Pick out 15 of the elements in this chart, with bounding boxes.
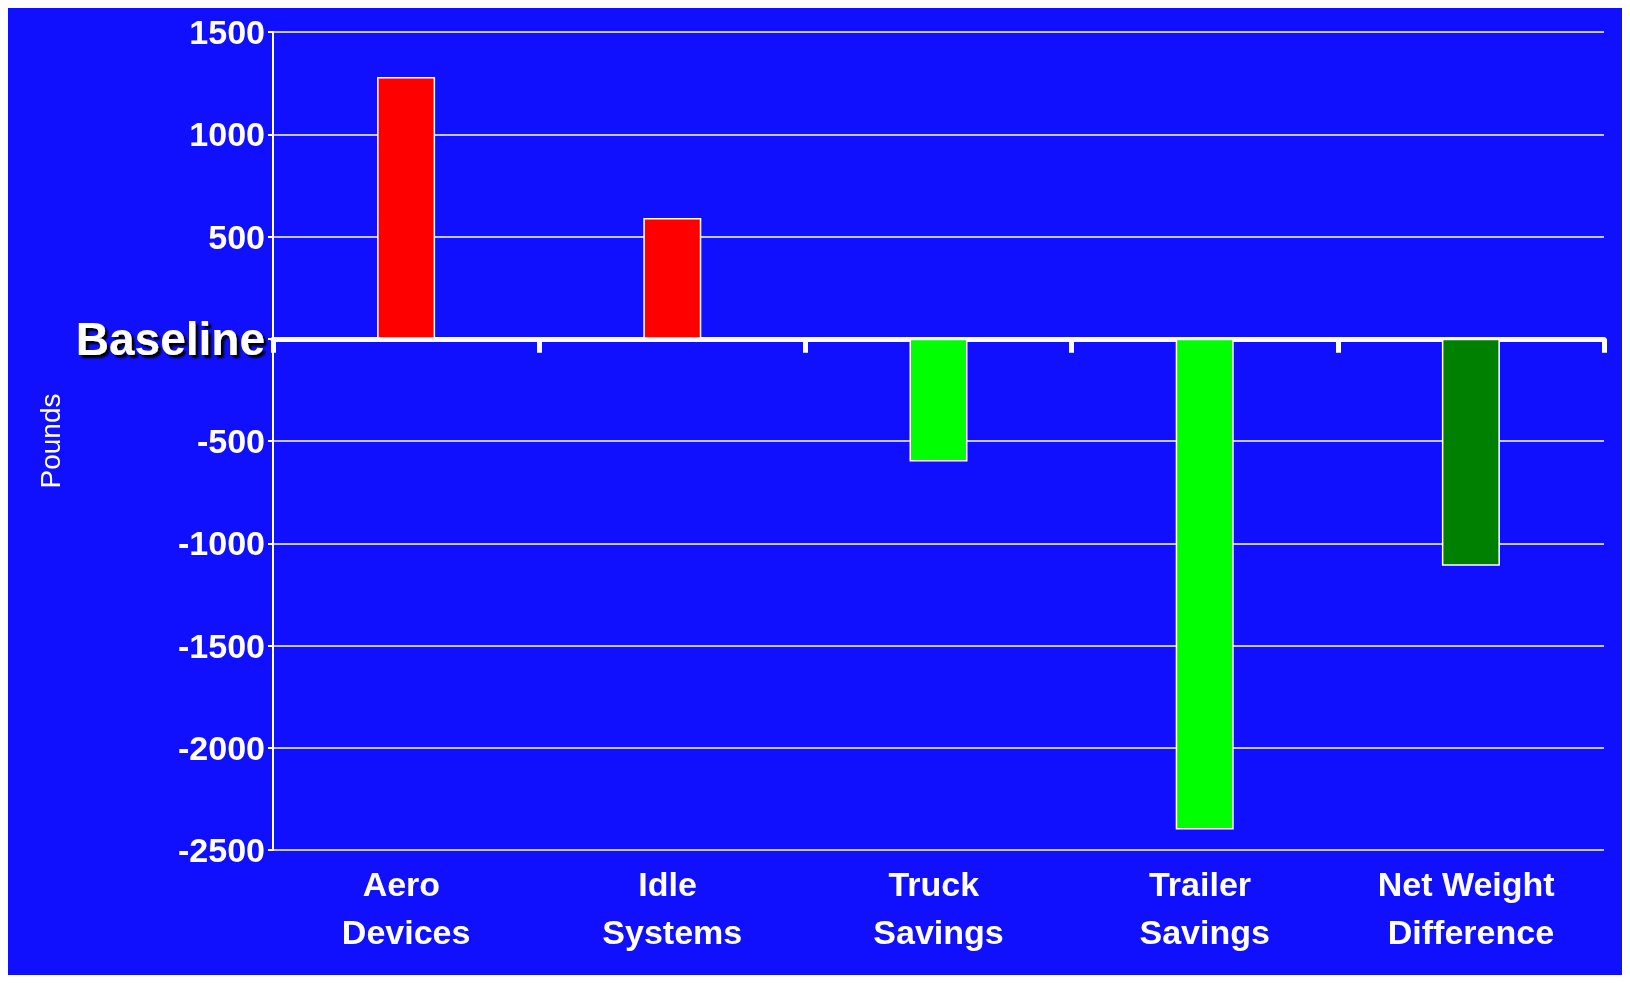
y-tick-label: -2000 [178, 728, 265, 767]
y-axis-title: Pounds [35, 393, 67, 489]
y-tick-label: -1000 [178, 524, 265, 563]
y-tick-label: Baseline [75, 312, 265, 365]
y-tick-label: 1500 [189, 13, 265, 51]
y-tick-label: -500 [196, 422, 265, 460]
x-tick-label: Trailer Savings [1139, 865, 1270, 951]
y-tick-label: -1500 [178, 626, 265, 665]
x-tick-label: Idle Systems [602, 865, 743, 951]
y-tick-label: 1000 [189, 115, 265, 154]
y-tick-label: -2500 [178, 831, 265, 869]
x-tick-label: Aero Devices [341, 865, 471, 951]
y-tick-label: 500 [208, 217, 265, 256]
x-tick-label: Truck Savings [873, 865, 1004, 951]
x-tick-label: Net Weight Difference [1377, 865, 1565, 951]
